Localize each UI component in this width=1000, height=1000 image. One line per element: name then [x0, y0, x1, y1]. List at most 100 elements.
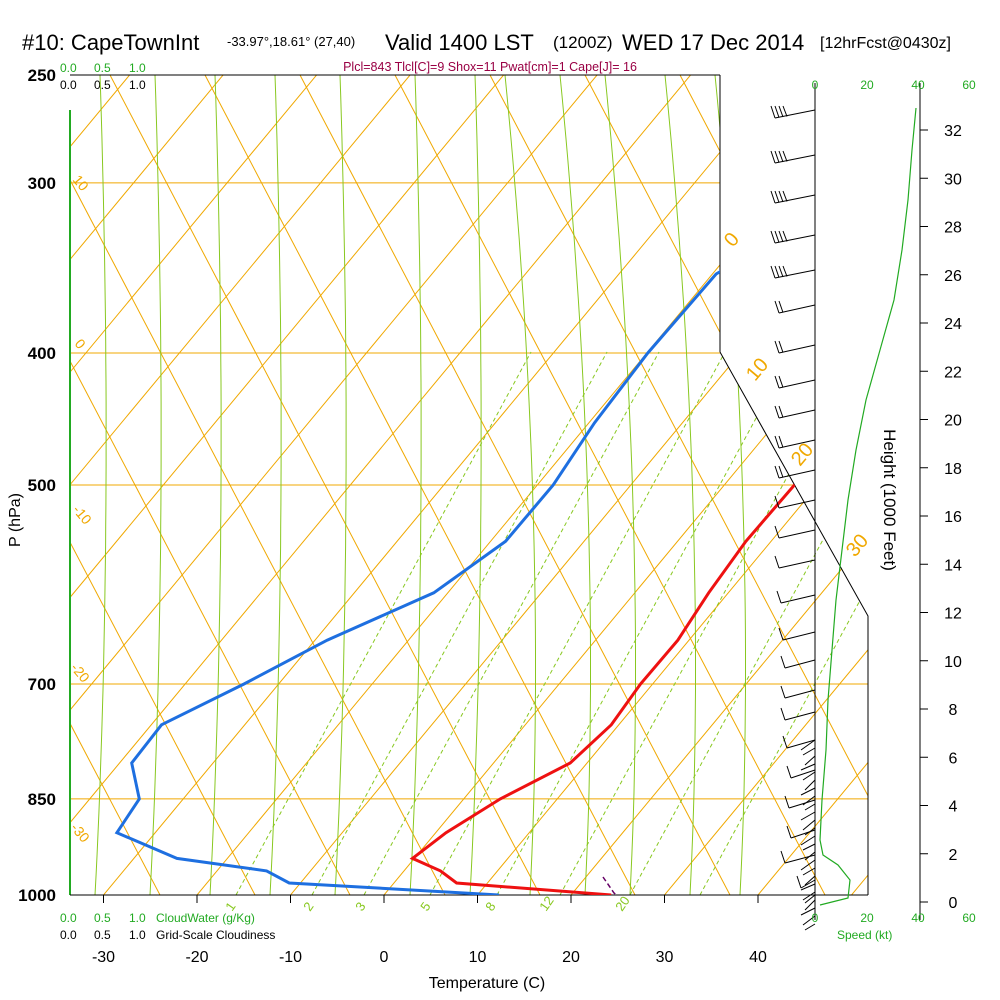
mixing-ratio-line	[496, 351, 793, 895]
isotherm-label: 30	[842, 530, 873, 561]
x-tick-label: 20	[562, 949, 580, 966]
moist-adiabat	[94, 75, 107, 895]
cloud-scale-top-green-0: 0.0	[60, 61, 77, 75]
wind-barb	[774, 340, 816, 354]
speed-tick-label-bottom: 40	[911, 911, 925, 925]
wind-barb	[804, 894, 816, 904]
x-tick-label: 30	[656, 949, 674, 966]
temperature-profile	[409, 101, 868, 895]
mixing-ratio-label: 12	[536, 893, 557, 913]
dry-adiabat-label: -20	[68, 660, 93, 686]
thermo-background	[0, 0, 868, 924]
mixing-ratio-line	[559, 351, 856, 895]
mixing-ratio-label: 5	[417, 899, 433, 914]
wind-barb	[780, 655, 816, 669]
isotherm	[79, 75, 868, 895]
height-tick-label: 6	[949, 750, 958, 767]
forecast-info: [12hrFcst@0430z]	[820, 35, 951, 52]
dry-adiabat	[489, 75, 868, 895]
pressure-tick-label: 700	[28, 675, 56, 694]
speed-tick-label-top: 40	[911, 78, 925, 92]
wind-barb	[774, 375, 816, 389]
wind-barb-low	[804, 755, 816, 766]
height-tick-label: 16	[944, 509, 962, 526]
wind-barb-low	[800, 811, 816, 821]
isotherm	[266, 75, 868, 895]
wind-barb-low	[802, 819, 816, 831]
wind-barb-low	[804, 899, 816, 911]
wind-barb	[784, 795, 816, 809]
wind-barb	[770, 230, 816, 244]
isotherm	[827, 75, 868, 895]
height-tick-label: 8	[949, 702, 958, 719]
pressure-tick-label: 300	[28, 174, 56, 193]
cloud-scale-bottom-black-2: 1.0	[129, 928, 146, 942]
wind-barb-low	[804, 851, 816, 861]
dry-adiabat	[70, 75, 161, 895]
pressure-tick-label: 400	[28, 344, 56, 363]
dry-adiabat	[109, 75, 541, 895]
dry-adiabat	[204, 75, 636, 895]
isotherm	[359, 75, 868, 895]
cloud-scale-top-green-1: 0.5	[94, 61, 111, 75]
isotherm	[70, 75, 801, 895]
moist-adiabat	[334, 75, 347, 895]
wind-barb	[780, 685, 816, 699]
moist-adiabat	[469, 75, 482, 895]
wind-barb-low	[800, 763, 816, 771]
wind-barb-low	[802, 891, 816, 901]
wind-barb-low	[804, 827, 816, 836]
cloud-scale-bottom-green-1: 0.5	[94, 911, 111, 925]
isotherm	[640, 75, 868, 895]
pressure-tick-label: 500	[28, 476, 56, 495]
height-tick-label: 18	[944, 461, 962, 478]
wind-barb	[778, 627, 816, 641]
wind-barb-low	[804, 803, 816, 811]
speed-tick-label-bottom: 60	[962, 911, 976, 925]
wind-barb	[774, 525, 816, 539]
speed-tick-label-bottom: 20	[860, 911, 874, 925]
wind-barb	[774, 555, 816, 569]
pressure-tick-label: 850	[28, 790, 56, 809]
station-title: #10: CapeTownInt	[22, 30, 199, 55]
wind-barb	[776, 590, 816, 604]
speed-tick-label-top: 60	[962, 78, 976, 92]
wind-barb	[770, 105, 816, 119]
dry-adiabat	[70, 75, 351, 895]
wind-barb	[770, 265, 816, 279]
wind-barb	[796, 875, 816, 889]
moist-adiabat	[149, 75, 162, 895]
height-tick-label: 0	[949, 895, 958, 912]
isotherm	[70, 75, 240, 895]
cloud-scale-bottom-green-2: 1.0	[129, 911, 146, 925]
height-tick-label: 24	[944, 316, 962, 333]
speed-label: Speed (kt)	[837, 928, 892, 942]
height-tick-label: 32	[944, 123, 962, 140]
mixing-ratio-line	[629, 351, 868, 895]
height-tick-label: 10	[944, 654, 962, 671]
cloud-scale-top: 0.0 0.5 1.0 0.0 0.5 1.0	[60, 61, 146, 92]
wind-barb-low	[800, 859, 816, 871]
pressure-tick-label: 1000	[18, 886, 56, 905]
isotherm	[70, 75, 147, 895]
isotherm	[0, 0, 52, 924]
valid-date: WED 17 Dec 2014	[622, 30, 804, 55]
dry-adiabat-label: -30	[68, 820, 93, 846]
cloud-scale-top-green-2: 1.0	[129, 61, 146, 75]
x-axis-title: Temperature (C)	[429, 975, 545, 992]
height-tick-label: 2	[949, 847, 958, 864]
cloud-scale-bottom-green-0: 0.0	[60, 911, 77, 925]
frame-diagonal	[719, 351, 869, 895]
dewpoint-profile	[114, 101, 868, 895]
wind-barb	[774, 465, 816, 479]
wind-barb-low	[802, 867, 816, 876]
isotherm-label: 20	[787, 439, 818, 470]
wind-barb	[774, 405, 816, 419]
wind-barb-low	[804, 923, 816, 931]
height-tick-label: 26	[944, 268, 962, 285]
height-tick-label: 20	[944, 413, 962, 430]
utc-time: (1200Z)	[553, 33, 613, 52]
plot-frame	[69, 74, 921, 920]
wind-barb-low	[800, 739, 816, 751]
cloudiness-label: Grid-Scale Cloudiness	[156, 928, 275, 942]
